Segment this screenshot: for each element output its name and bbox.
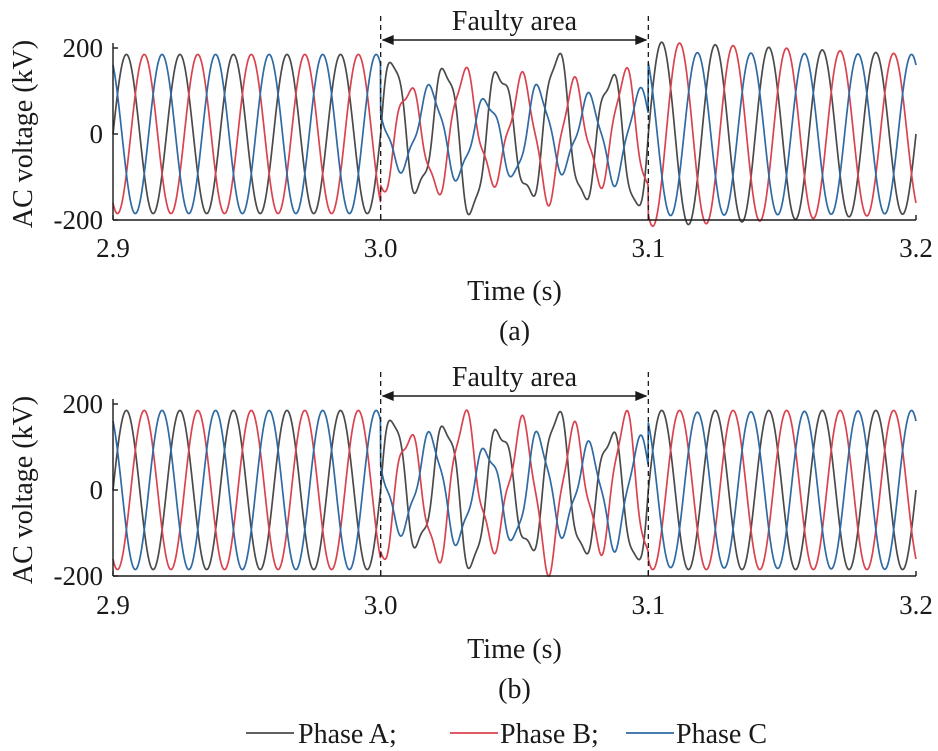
y-tick-label: 0: [90, 119, 104, 149]
series-phase-a: [112, 41, 917, 226]
arrowhead-left-icon: [381, 391, 394, 401]
series-phase-a: [112, 409, 917, 571]
legend-label-phase-b: Phase B;: [500, 719, 599, 750]
x-tick-label: 3.1: [631, 590, 665, 620]
arrowhead-right-icon: [635, 391, 648, 401]
x-tick-label: 3.0: [364, 233, 398, 263]
y-axis-label: AC voltage (kV): [8, 40, 39, 228]
y-tick-label: -200: [54, 205, 104, 235]
x-tick-label: 2.9: [96, 233, 130, 263]
x-tick-label: 2.9: [96, 590, 130, 620]
series-phase-b: [112, 42, 917, 228]
fault-area-label: Faulty area: [452, 6, 578, 37]
fault-area-label: Faulty area: [452, 362, 578, 393]
legend-label-phase-a: Phase A;: [298, 719, 397, 750]
y-axis-label: AC voltage (kV): [8, 396, 39, 584]
x-axis-label: Time (s): [467, 276, 562, 307]
y-tick-label: 200: [63, 389, 104, 419]
series-phase-c: [112, 409, 917, 571]
panel-label: (b): [498, 674, 531, 705]
x-tick-label: 3.2: [899, 233, 933, 263]
panel-a: 2.9 3.0 3.1 3.2 200 0 -200 Time (s) AC voltage (…: [8, 6, 933, 347]
series-phase-b: [112, 409, 917, 578]
arrowhead-left-icon: [381, 35, 394, 45]
x-tick-label: 3.1: [631, 233, 665, 263]
series-phase-c: [112, 51, 917, 217]
panel-label: (a): [499, 316, 530, 347]
x-axis-label: Time (s): [467, 634, 562, 665]
legend: Phase A; Phase B; Phase C: [246, 719, 767, 750]
y-tick-label: -200: [54, 561, 104, 591]
y-tick-label: 0: [90, 475, 104, 505]
panels: 2.9 3.0 3.1 3.2 200 0 -200 Time (s) AC voltage (…: [8, 6, 933, 705]
panel-b: 2.9 3.0 3.1 3.2 200 0 -200 Time (s) AC voltage (…: [8, 362, 933, 705]
x-tick-label: 3.0: [364, 590, 398, 620]
legend-label-phase-c: Phase C: [676, 719, 767, 750]
y-tick-label: 200: [63, 33, 104, 63]
arrowhead-right-icon: [635, 35, 648, 45]
x-tick-label: 3.2: [899, 590, 933, 620]
